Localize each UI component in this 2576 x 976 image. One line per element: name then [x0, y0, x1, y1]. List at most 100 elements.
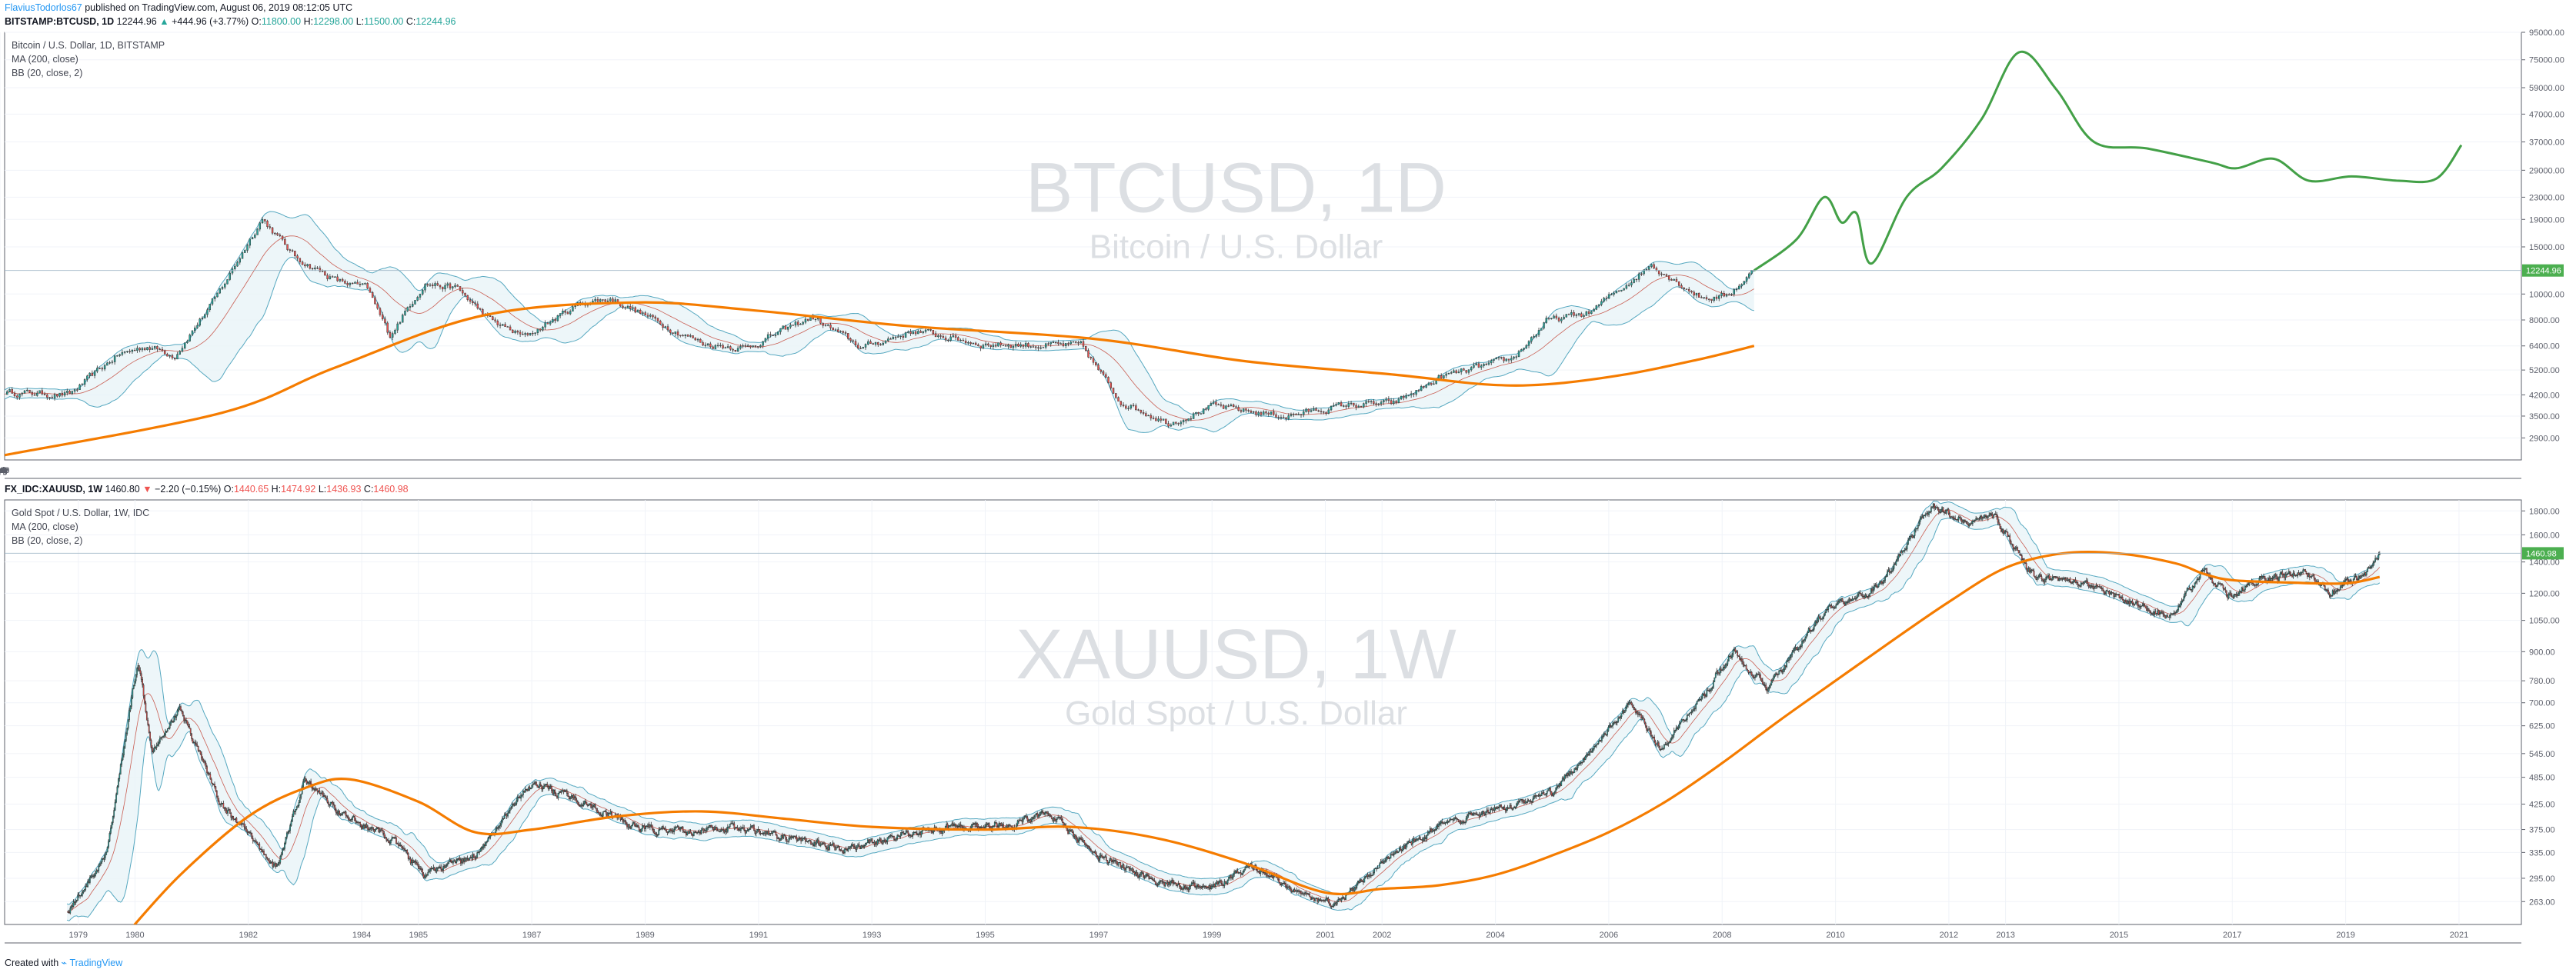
gold-candle-body [411, 860, 412, 864]
btc-candle [672, 332, 674, 335]
gold-candle [158, 739, 160, 747]
btc-candle [682, 334, 684, 337]
btc-candle [1625, 283, 1628, 290]
btc-candle-body [1383, 400, 1385, 403]
btc-candle-body [1024, 343, 1027, 347]
btc-candle [1695, 292, 1698, 298]
author-link[interactable]: FlaviusTodorlos67 [5, 2, 82, 13]
gold-candle-body [857, 844, 859, 848]
btc-candle-body [239, 258, 241, 263]
btc-candle [21, 391, 23, 397]
btc-symbol[interactable]: BITSTAMP:BTCUSD, 1D [5, 16, 115, 27]
gold-candle-body [887, 836, 889, 838]
gold-candle-body [873, 841, 876, 844]
gold-candle-body [1010, 825, 1012, 828]
btc-candle [1167, 421, 1170, 428]
btc-candle [1285, 417, 1287, 421]
btc-candle [544, 320, 546, 330]
btc-candle [1160, 416, 1163, 423]
gold-candle-body [687, 831, 689, 834]
gold-candle-body [824, 844, 826, 847]
btc-candle-body [1513, 356, 1515, 359]
btc-candle [394, 328, 396, 335]
gold-candle-body [105, 851, 108, 855]
btc-legend-ma[interactable]: MA (200, close) [12, 54, 78, 65]
btc-candle-body [384, 318, 386, 324]
gold-candle-body [853, 844, 855, 847]
gold-candle [328, 800, 329, 807]
btc-candle [444, 282, 446, 292]
btc-candle-body [1155, 418, 1157, 421]
btc-candle-body [1157, 418, 1160, 421]
btc-candle [652, 314, 654, 320]
gold-candle-body [116, 786, 118, 795]
btc-candle-body [927, 329, 929, 331]
btc-candle [1420, 385, 1423, 391]
btc-candle [1485, 362, 1487, 366]
gold-candle-body [996, 822, 998, 828]
btc-candle [314, 265, 316, 271]
btc-candle [662, 322, 664, 331]
btc-candle-body [536, 328, 539, 333]
btc-candle-body [1327, 409, 1330, 414]
btc-candle [774, 331, 777, 338]
btc-candle [88, 372, 91, 378]
gold-candle [180, 705, 182, 711]
gold-candle-body [386, 840, 389, 841]
btc-candle [26, 388, 28, 392]
gold-symbol[interactable]: FX_IDC:XAUUSD, 1W [5, 484, 103, 495]
btc-candle-body [1550, 318, 1553, 319]
gold-candle-body [829, 844, 832, 846]
gold-candle-body [604, 811, 606, 812]
btc-candle [1743, 280, 1745, 285]
btc-candle [1393, 398, 1395, 406]
gold-candle-body [752, 824, 754, 827]
btc-candle-body [1603, 298, 1605, 302]
gold-candle [335, 808, 337, 816]
btc-candle [844, 330, 847, 336]
btc-candle-body [546, 322, 549, 325]
btc-candle-body [241, 252, 244, 259]
gold-candle-body [126, 728, 128, 734]
btc-candle-body [1455, 370, 1457, 374]
btc-candle [221, 285, 224, 290]
gold-candle-body [549, 786, 552, 788]
btc-candle-body [969, 342, 972, 345]
gold-candle-body [108, 833, 111, 842]
btc-candle-body [1370, 401, 1373, 402]
gold-candle-body [863, 845, 864, 848]
gold-candle-body [144, 695, 145, 704]
gold-candle [560, 789, 562, 794]
btc-candle-body [554, 318, 556, 321]
btc-candle [882, 341, 884, 346]
gold-candle-body [906, 830, 908, 833]
btc-candle [776, 331, 779, 335]
btc-candle [644, 311, 646, 316]
gold-candle-body [733, 823, 736, 829]
btc-candle [1395, 400, 1397, 405]
btc-candle-body [351, 282, 354, 285]
btc-candle [1653, 262, 1655, 270]
btc-candle [1180, 420, 1183, 427]
btc-candle [1157, 416, 1160, 423]
btc-candle [1122, 401, 1125, 408]
btc-candle-body [18, 394, 21, 398]
gold-candle-body [88, 881, 90, 883]
btc-candle [554, 317, 556, 324]
btc-legend-title[interactable]: Bitcoin / U.S. Dollar, 1D, BITSTAMP [12, 40, 165, 51]
btc-candle-body [556, 315, 559, 321]
gold-candle-body [362, 825, 365, 829]
btc-candle [744, 343, 747, 348]
btc-candle-body [1380, 401, 1383, 405]
btc-candle [1345, 404, 1347, 410]
btc-candle [656, 317, 659, 324]
btc-candle [1077, 341, 1079, 346]
btc-candle-body [1212, 401, 1215, 404]
gold-candle-body [593, 804, 596, 808]
btc-x-tick-label: Jun [0, 466, 7, 475]
btc-legend-bb[interactable]: BB (20, close, 2) [12, 68, 83, 78]
btc-candle [1323, 411, 1325, 415]
btc-candle-body [153, 346, 156, 349]
